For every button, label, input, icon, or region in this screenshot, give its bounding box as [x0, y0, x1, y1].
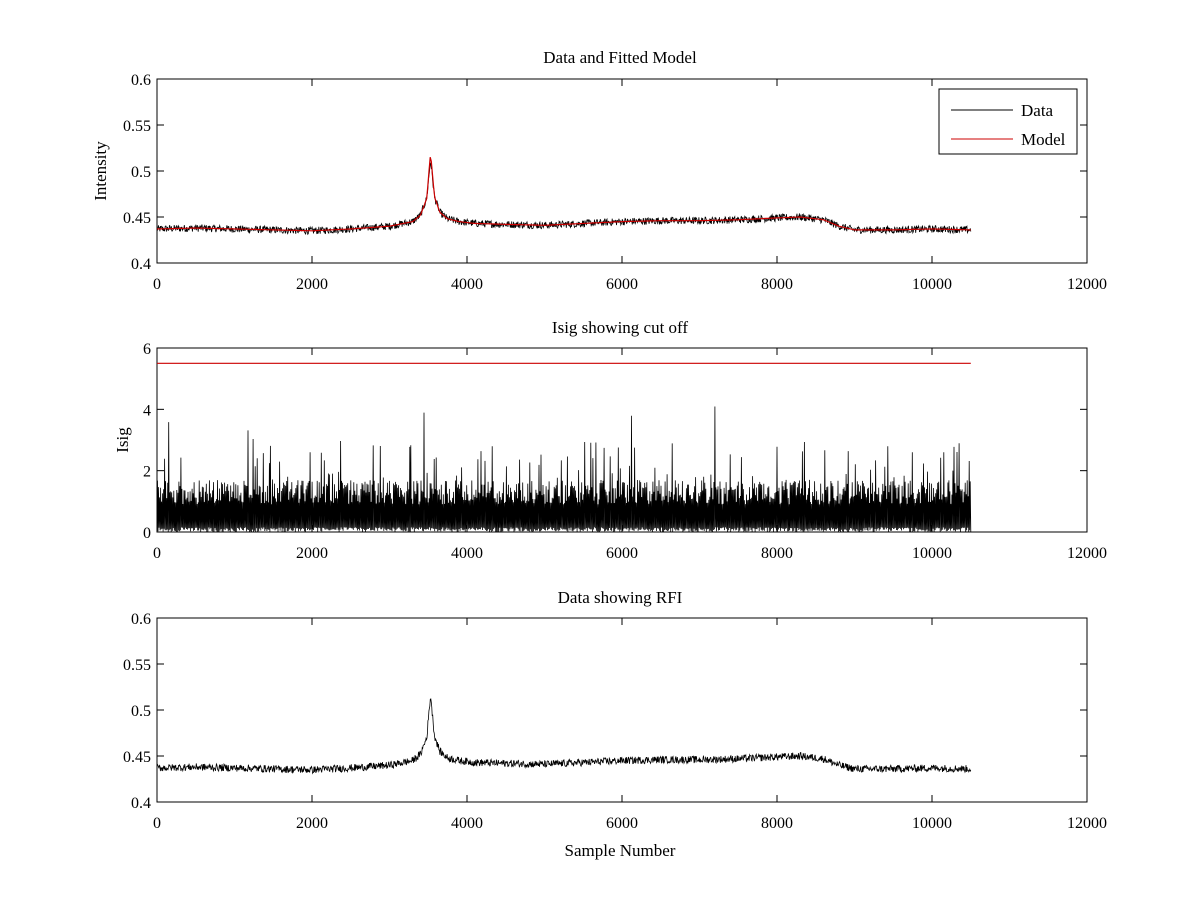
- x-tick-label: 2000: [296, 276, 328, 293]
- legend: Data Model: [938, 88, 1078, 155]
- x-tick-label: 8000: [761, 276, 793, 293]
- x-tick-label: 0: [153, 545, 161, 562]
- y-tick-label: 0.5: [131, 703, 151, 720]
- legend-label-data: Data: [1021, 101, 1054, 120]
- legend-label-model: Model: [1021, 130, 1066, 149]
- y-tick-label: 0.6: [131, 72, 151, 89]
- x-tick-label: 0: [153, 815, 161, 832]
- x-tick-label: 10000: [912, 815, 952, 832]
- x-tick-label: 8000: [761, 815, 793, 832]
- x-tick-label: 4000: [451, 545, 483, 562]
- y-tick-label: 2: [143, 464, 151, 481]
- x-tick-label: 8000: [761, 545, 793, 562]
- x-tick-label: 10000: [912, 276, 952, 293]
- series-line-subplot-2-0: [156, 406, 972, 533]
- subplot-1: Data and Fitted Model Intensity 0 2000 400…: [91, 48, 1107, 293]
- subplot-2: Isig showing cut off Isig 0 2000 4000 6000 8…: [113, 318, 1107, 562]
- y-tick-label: 0: [143, 525, 151, 542]
- x-tick-label: 2000: [296, 815, 328, 832]
- y-tick-label: 0.45: [123, 749, 151, 766]
- subplot-3: Data showing RFI 0 2000 4000 6000 8000 10000 1…: [123, 588, 1107, 860]
- y-tick-label: 6: [143, 341, 151, 358]
- x-tick-label: 2000: [296, 545, 328, 562]
- subplot-2-title: Isig showing cut off: [552, 318, 688, 337]
- y-tick-label: 0.55: [123, 118, 151, 135]
- y-tick-label: 4: [143, 402, 151, 419]
- y-tick-label: 0.45: [123, 210, 151, 227]
- subplot-1-ylabel: Intensity: [91, 141, 110, 201]
- subplot-3-xlabel: Sample Number: [565, 841, 676, 860]
- series-line-model: [156, 157, 971, 232]
- x-tick-label: 0: [153, 276, 161, 293]
- subplot-2-ylabel: Isig: [113, 427, 132, 453]
- y-tick-label: 0.6: [131, 611, 151, 628]
- subplot-1-plot-area: 0 2000 4000 6000 8000 10000 12000 0.4 0.45 0.5 0.5…: [123, 72, 1107, 293]
- x-tick-label: 6000: [606, 545, 638, 562]
- series-line-subplot-3-0: [156, 698, 972, 775]
- y-tick-label: 0.5: [131, 164, 151, 181]
- x-tick-label: 12000: [1067, 545, 1107, 562]
- subplot-3-plot-area: 0 2000 4000 6000 8000 10000 12000 0.4 0.45 0.5 0.5…: [123, 611, 1107, 832]
- y-tick-label: 0.55: [123, 657, 151, 674]
- subplot-3-title: Data showing RFI: [558, 588, 683, 607]
- y-tick-label: 0.4: [131, 795, 151, 812]
- x-tick-label: 4000: [451, 815, 483, 832]
- x-tick-label: 12000: [1067, 276, 1107, 293]
- subplot-2-plot-area: 0 2000 4000 6000 8000 10000 12000 0 2 4 6: [143, 341, 1107, 562]
- x-tick-label: 12000: [1067, 815, 1107, 832]
- subplot-1-title: Data and Fitted Model: [543, 48, 697, 67]
- x-tick-label: 10000: [912, 545, 952, 562]
- x-tick-label: 6000: [606, 276, 638, 293]
- y-tick-label: 0.4: [131, 256, 151, 273]
- x-tick-label: 6000: [606, 815, 638, 832]
- legend-box: [938, 88, 1078, 155]
- x-tick-label: 4000: [451, 276, 483, 293]
